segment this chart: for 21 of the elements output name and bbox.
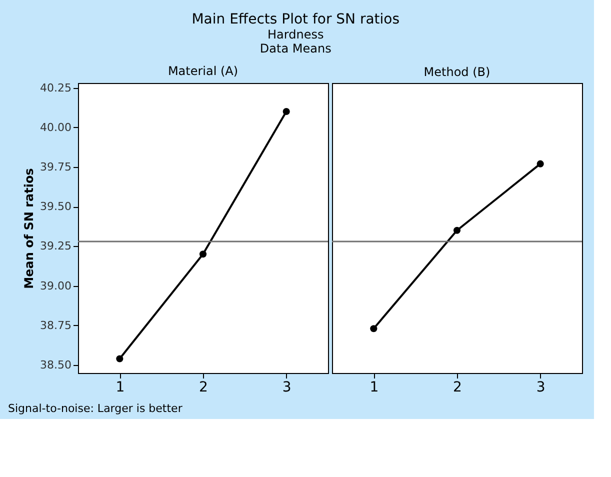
y-tick-label: 39.00 [40,279,72,292]
y-axis-title: Mean of SN ratios [22,168,36,289]
x2-axis-title: Material (A) [168,64,238,78]
text: Signal-to-noise: Larger is better [8,402,183,415]
y-tick-label: 39.25 [40,240,72,253]
y-tick-label: 38.50 [40,358,72,372]
y-tick-label: 39.50 [40,200,72,214]
y-tick-label: 39.75 [40,160,72,174]
chart-title: Main Effects Plot for SN ratios [192,11,400,28]
y-tick-label: 40.00 [40,120,72,134]
chart-subtitle: Hardness [268,27,324,42]
x-tick-label: 1 [116,380,125,396]
y-tick-label: 38.75 [40,318,72,332]
y-tick-label: 40.25 [40,81,72,94]
x-tick-label: 2 [453,380,462,396]
x-tick-label: 1 [370,380,379,396]
x-tick-label: 3 [282,380,292,396]
x2-axis-title: Method (B) [424,65,490,79]
x-tick-label: 3 [536,380,546,396]
x-tick-label: 2 [199,380,208,396]
text: Data Means [260,41,332,56]
